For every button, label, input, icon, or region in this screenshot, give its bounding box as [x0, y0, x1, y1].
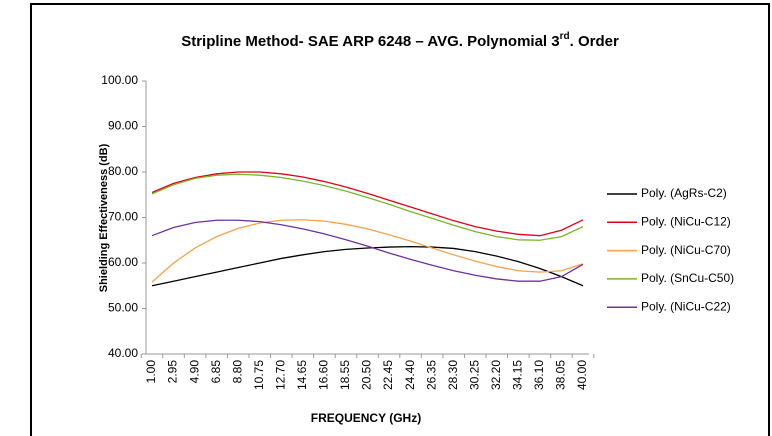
- x-tick-label: 18.55: [338, 360, 352, 390]
- series-line: [151, 219, 584, 283]
- x-tick-label: 16.60: [317, 360, 331, 390]
- x-tick-label: 36.10: [532, 360, 546, 390]
- frame: [30, 3, 770, 436]
- x-tick-label: 30.25: [467, 360, 481, 390]
- title-main: Stripline Method- SAE ARP 6248 – AVG. Po…: [181, 33, 559, 50]
- series-line: [151, 219, 584, 282]
- y-tick-label: 40.00: [108, 346, 138, 360]
- legend-label: Poly. (AgRs-C2): [641, 186, 727, 200]
- y-tick-label: 50.00: [108, 301, 138, 315]
- x-tick-label: 1.00: [144, 360, 158, 384]
- series-line: [151, 171, 584, 237]
- x-tick-label: 26.35: [424, 360, 438, 390]
- legend-label: Poly. (NiCu-C22): [641, 299, 731, 313]
- x-tick-label: 22.45: [381, 360, 395, 390]
- x-axis-label: FREQUENCY (GHz): [311, 411, 421, 425]
- x-tick-label: 14.65: [295, 360, 309, 390]
- x-tick-label: 6.85: [209, 360, 223, 384]
- x-tick-label: 20.50: [360, 360, 374, 390]
- series-line: [151, 245, 584, 287]
- x-tick-label: 34.15: [511, 360, 525, 390]
- x-tick-label: 38.05: [554, 360, 568, 390]
- x-tick-label: 12.70: [273, 360, 287, 390]
- y-tick-label: 100.00: [101, 73, 138, 87]
- legend-label: Poly. (NiCu-C70): [641, 243, 731, 257]
- y-tick-label: 90.00: [108, 119, 138, 133]
- title-end: . Order: [570, 33, 619, 50]
- x-tick-label: 40.00: [575, 360, 589, 390]
- x-tick-label: 10.75: [252, 360, 266, 390]
- chart-title: Stripline Method- SAE ARP 6248 – AVG. Po…: [181, 31, 619, 50]
- legend-label: Poly. (NiCu-C12): [641, 214, 731, 228]
- x-tick-label: 4.90: [187, 360, 201, 384]
- x-tick-label: 24.40: [403, 360, 417, 390]
- y-tick-label: 60.00: [108, 255, 138, 269]
- title-sup: rd: [560, 31, 570, 42]
- series-line: [151, 173, 584, 241]
- x-tick-label: 8.80: [230, 360, 244, 384]
- y-tick-label: 70.00: [108, 210, 138, 224]
- x-tick-label: 32.20: [489, 360, 503, 390]
- y-axis-label: Shielding Effectiveness (dB): [98, 143, 110, 292]
- y-tick-label: 80.00: [108, 164, 138, 178]
- x-tick-label: 28.30: [446, 360, 460, 390]
- x-tick-label: 2.95: [166, 360, 180, 384]
- legend-label: Poly. (SnCu-C50): [641, 271, 734, 285]
